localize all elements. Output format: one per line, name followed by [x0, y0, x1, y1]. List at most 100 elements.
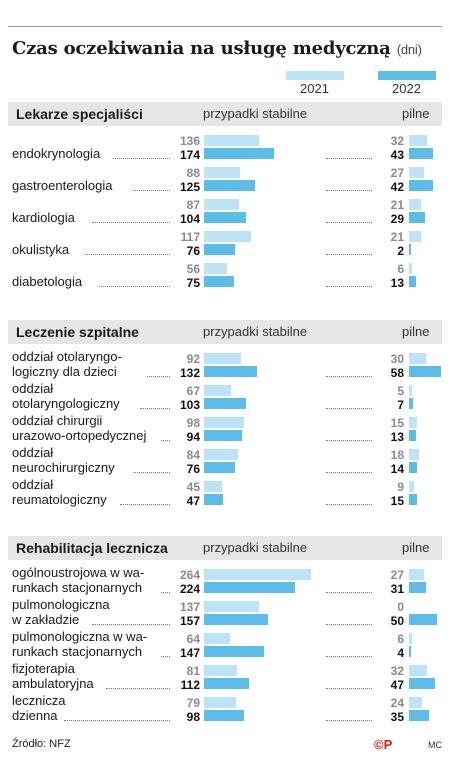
value-urgent-2021: 32 — [390, 664, 404, 678]
value-urgent-2021: 6 — [397, 262, 404, 276]
bar-stable-2022 — [204, 148, 275, 159]
data-row: pulmonologiczna w zakładzie 137 157 0 50 — [8, 598, 442, 628]
value-stable-2022: 76 — [186, 462, 200, 476]
leader-line — [147, 376, 170, 377]
value-stable-2022: 125 — [179, 180, 200, 194]
section-header: Rehabilitacja lecznicza przypadki stabiln… — [8, 536, 442, 560]
data-row: diabetologia 56 75 6 13 — [8, 260, 442, 290]
bar-urgent-2022 — [409, 398, 413, 409]
leader-line — [133, 190, 170, 191]
value-urgent-2021: 18 — [390, 448, 404, 462]
bar-stable-2022 — [204, 710, 244, 721]
value-stable-2022: 147 — [179, 646, 200, 660]
section-title: Rehabilitacja lecznicza — [16, 540, 168, 556]
data-row: oddział reumatologiczny 45 47 9 15 — [8, 478, 442, 508]
leader-line — [326, 286, 372, 287]
leader-line — [326, 222, 372, 223]
section-title: Leczenie szpitalne — [16, 324, 139, 340]
value-urgent-2022: 47 — [390, 678, 404, 692]
bar-stable-2022 — [204, 582, 295, 593]
bar-stable-2021 — [204, 601, 260, 612]
leader-line — [326, 688, 372, 689]
value-urgent-2021: 32 — [390, 134, 404, 148]
value-urgent-2021: 30 — [390, 352, 404, 366]
value-stable-2022: 75 — [186, 276, 200, 290]
value-stable-2021: 98 — [186, 416, 200, 430]
leader-line — [326, 190, 372, 191]
value-stable-2022: 174 — [179, 148, 200, 162]
leader-line — [326, 504, 372, 505]
leader-line — [91, 222, 170, 223]
value-stable-2022: 104 — [179, 212, 200, 226]
leader-line — [140, 408, 170, 409]
leader-line — [326, 472, 372, 473]
chart-title-text: Czas oczekiwania na usługę medyczną — [12, 38, 391, 59]
bar-urgent-2022 — [409, 276, 417, 287]
leader-line — [64, 720, 170, 721]
legend-label-2022: 2022 — [392, 81, 421, 96]
value-stable-2021: 79 — [186, 696, 200, 710]
value-urgent-2022: 31 — [390, 582, 404, 596]
bar-stable-2022 — [204, 646, 264, 657]
bar-urgent-2022 — [409, 180, 433, 191]
bar-stable-2021 — [204, 199, 240, 210]
leader-line — [112, 158, 170, 159]
section-3: Rehabilitacja lecznicza przypadki stabiln… — [8, 536, 442, 746]
value-stable-2022: 157 — [179, 614, 200, 628]
bar-stable-2021 — [204, 697, 236, 708]
bar-urgent-2021 — [409, 263, 413, 274]
bar-stable-2021 — [204, 665, 237, 676]
bar-stable-2021 — [204, 135, 260, 146]
row-label: oddział — [12, 477, 54, 492]
value-stable-2021: 88 — [186, 166, 200, 180]
column-header-urgent: pilne — [402, 540, 430, 555]
bar-stable-2021 — [204, 263, 227, 274]
legend: 2021 2022 — [0, 68, 450, 98]
leader-line — [105, 688, 170, 689]
bar-stable-2022 — [204, 462, 235, 473]
bar-stable-2022 — [204, 366, 258, 377]
data-row: lecznicza dzienna 79 98 24 35 — [8, 694, 442, 724]
value-urgent-2022: 13 — [390, 276, 404, 290]
bar-stable-2022 — [204, 494, 224, 505]
section-header: Leczenie szpitalne przypadki stabilne piln… — [8, 320, 442, 344]
value-urgent-2022: 58 — [390, 366, 404, 380]
bar-urgent-2021 — [409, 167, 425, 178]
leader-line — [326, 408, 372, 409]
value-stable-2022: 132 — [179, 366, 200, 380]
bar-urgent-2021 — [409, 231, 421, 242]
row-label: reumatologiczny — [12, 492, 107, 507]
row-label: ambulatoryjna — [12, 676, 94, 691]
author-credit: MC — [428, 740, 442, 750]
legend-swatch-2021 — [286, 71, 344, 80]
value-stable-2021: 81 — [186, 664, 200, 678]
row-label: okulistyka — [12, 242, 70, 257]
row-label: oddział — [12, 381, 54, 396]
row-label: w zakładzie — [12, 612, 80, 627]
bar-urgent-2021 — [409, 569, 425, 580]
value-stable-2022: 94 — [186, 430, 200, 444]
bar-urgent-2022 — [409, 614, 437, 625]
value-urgent-2022: 14 — [390, 462, 404, 476]
bar-stable-2022 — [204, 614, 268, 625]
leader-line — [160, 440, 170, 441]
row-label: dzienna — [12, 708, 58, 723]
bar-urgent-2022 — [409, 462, 417, 473]
row-label: lecznicza — [12, 693, 66, 708]
value-urgent-2021: 5 — [397, 384, 404, 398]
data-row: fizjoterapia ambulatoryjna 81 112 32 47 — [8, 662, 442, 692]
value-stable-2022: 47 — [186, 494, 200, 508]
column-header-stable: przypadki stabilne — [203, 106, 308, 121]
bar-urgent-2021 — [409, 665, 427, 676]
data-row: oddział otolaryngo-logiczny dla dzieci 92… — [8, 350, 442, 380]
bar-urgent-2022 — [409, 678, 436, 689]
value-urgent-2022: 13 — [390, 430, 404, 444]
value-stable-2022: 103 — [179, 398, 200, 412]
leader-line — [326, 720, 372, 721]
value-urgent-2021: 24 — [390, 696, 404, 710]
value-stable-2021: 264 — [179, 568, 200, 582]
section-title: Lekarze specjaliści — [16, 106, 143, 122]
bar-urgent-2022 — [409, 244, 411, 255]
bar-stable-2021 — [204, 449, 239, 460]
value-stable-2021: 84 — [186, 448, 200, 462]
